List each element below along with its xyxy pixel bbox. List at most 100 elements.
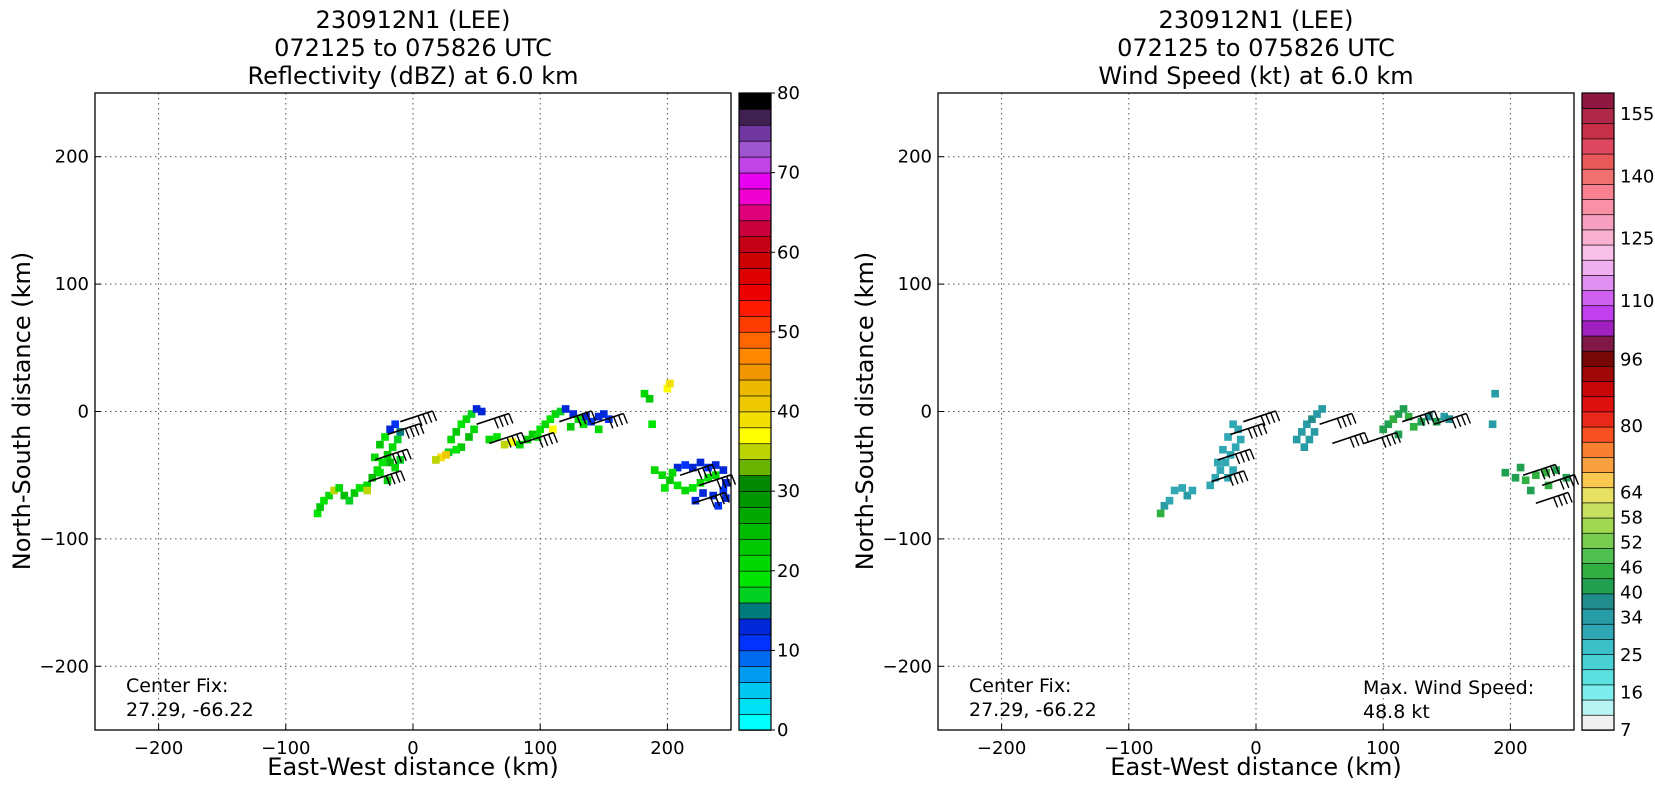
colorbar-segment — [738, 347, 772, 365]
echo-cell — [696, 479, 705, 487]
echo-cell — [556, 407, 565, 416]
echo-cell — [381, 433, 389, 441]
echo-cell — [1310, 428, 1319, 436]
echo-cell — [666, 476, 674, 485]
colorbar-segment — [738, 267, 772, 285]
echo-cell — [711, 471, 720, 480]
echo-cell — [1516, 463, 1525, 472]
echo-cell — [1409, 422, 1418, 431]
colorbar-segment — [1581, 213, 1615, 231]
reflectivity-title-line-2: 072125 to 075826 UTC — [274, 34, 552, 62]
echo-cell — [714, 501, 723, 510]
colorbar-tick-label: 10 — [777, 640, 800, 661]
colorbar-segment — [1581, 638, 1615, 655]
echo-cell — [1532, 471, 1540, 480]
echo-cell — [1229, 466, 1237, 474]
colorbar-tick-label: 46 — [1620, 558, 1643, 579]
echo-cell — [1305, 435, 1314, 444]
echo-cell — [363, 486, 372, 495]
x-tick-label: 200 — [1493, 738, 1527, 759]
colorbar-segment — [1581, 577, 1615, 595]
colorbar-segment — [1581, 593, 1615, 610]
y-tick-label: 200 — [55, 147, 89, 168]
echo-cell — [1206, 481, 1215, 490]
echo-cell — [1234, 425, 1243, 434]
y-tick-label: 0 — [921, 402, 932, 423]
colorbar-tick-label: 40 — [777, 402, 800, 423]
echo-cell — [569, 410, 578, 418]
colorbar-segment — [738, 251, 772, 269]
echo-cell — [1229, 420, 1237, 429]
colorbar-segment — [1581, 699, 1615, 716]
wind-barb — [489, 431, 527, 448]
colorbar-segment — [738, 554, 772, 572]
colorbar-segment — [738, 220, 772, 238]
wind-speed-wind-barbs — [1211, 410, 1580, 508]
wind-barb — [1433, 412, 1472, 429]
echo-cell — [1501, 468, 1510, 477]
echo-cell — [666, 379, 674, 388]
wind-barb — [1211, 470, 1249, 486]
colorbar-segment — [738, 204, 772, 222]
echo-cell — [561, 405, 570, 413]
colorbar-segment — [1581, 153, 1615, 170]
colorbar-segment — [1581, 289, 1615, 307]
colorbar-segment — [738, 172, 772, 190]
echo-cell — [711, 461, 720, 469]
colorbar-segment — [1581, 122, 1615, 140]
echo-cell — [313, 509, 322, 518]
echo-cell — [452, 428, 461, 436]
echo-cell — [640, 389, 649, 398]
reflectivity-title-line-3: Reflectivity (dBZ) at 6.0 km — [248, 62, 579, 90]
colorbar-segment — [738, 570, 772, 588]
wind-speed-title-line-2: 072125 to 075826 UTC — [1117, 34, 1395, 62]
colorbar-segment — [1581, 411, 1615, 428]
colorbar-segment — [738, 650, 772, 668]
echo-cell — [1440, 412, 1449, 421]
colorbar-tick-label: 16 — [1620, 683, 1643, 704]
colorbar-segment — [1581, 441, 1615, 458]
echo-cell — [1308, 415, 1316, 423]
wind-barb — [1402, 410, 1440, 427]
wind-barb — [476, 412, 514, 429]
colorbar-segment — [738, 506, 772, 524]
colorbar-tick-label: 30 — [777, 481, 800, 502]
echo-cell — [1221, 458, 1230, 467]
wind-barb — [1522, 463, 1561, 480]
colorbar-segment — [1581, 517, 1615, 534]
x-tick-label: 0 — [407, 738, 418, 759]
colorbar-tick-label: 96 — [1620, 349, 1643, 370]
colorbar-segment — [1581, 668, 1615, 686]
echo-cell — [1231, 443, 1240, 451]
wind-barb — [1319, 412, 1357, 429]
colorbar-segment — [738, 235, 772, 253]
echo-cell — [689, 484, 697, 492]
y-tick-label: 200 — [898, 147, 932, 168]
echo-cell — [1544, 481, 1553, 490]
echo-cell — [719, 466, 728, 474]
colorbar-tick-label: 40 — [1620, 583, 1643, 604]
wind-barb — [1535, 491, 1573, 508]
colorbar-segment — [738, 315, 772, 333]
echo-cell — [1226, 450, 1235, 459]
colorbar-segment — [1581, 304, 1615, 322]
colorbar-segment — [738, 188, 772, 206]
echo-cell — [330, 486, 338, 495]
colorbar-segment — [738, 411, 772, 429]
colorbar-segment — [738, 618, 772, 636]
x-tick-label: 100 — [1366, 738, 1400, 759]
colorbar-segment — [1581, 608, 1615, 625]
colorbar-segment — [738, 586, 772, 604]
echo-cell — [681, 486, 690, 495]
x-tick-label: 100 — [523, 738, 557, 759]
echo-cell — [1170, 486, 1179, 495]
wind-barb — [1541, 473, 1580, 490]
echo-cell — [472, 405, 481, 413]
colorbar-tick-label: 52 — [1620, 533, 1643, 554]
echo-cell — [516, 440, 524, 449]
echo-cell — [1156, 509, 1165, 518]
echo-cell — [691, 496, 700, 505]
echo-cell — [355, 484, 364, 492]
max-wind-speed-label: Max. Wind Speed: — [1363, 677, 1534, 699]
reflectivity-y-axis-label: North-South distance (km) — [8, 252, 36, 571]
